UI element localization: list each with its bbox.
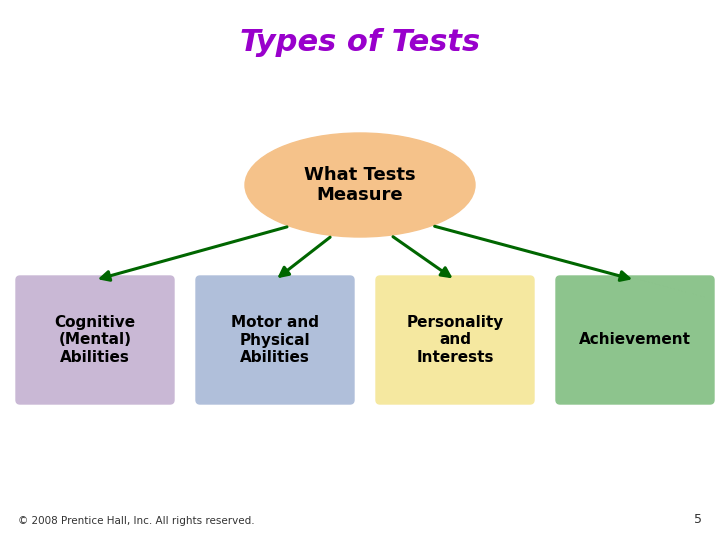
Text: © 2008 Prentice Hall, Inc. All rights reserved.: © 2008 Prentice Hall, Inc. All rights re… [18, 516, 255, 526]
FancyBboxPatch shape [196, 276, 354, 404]
Text: Types of Tests: Types of Tests [240, 28, 480, 57]
FancyBboxPatch shape [556, 276, 714, 404]
Text: What Tests
Measure: What Tests Measure [304, 166, 416, 205]
Ellipse shape [245, 133, 475, 237]
Text: Motor and
Physical
Abilities: Motor and Physical Abilities [231, 315, 319, 365]
Text: 5: 5 [694, 513, 702, 526]
FancyBboxPatch shape [16, 276, 174, 404]
Text: Cognitive
(Mental)
Abilities: Cognitive (Mental) Abilities [55, 315, 135, 365]
Text: Personality
and
Interests: Personality and Interests [406, 315, 503, 365]
Text: Achievement: Achievement [579, 333, 691, 348]
FancyBboxPatch shape [376, 276, 534, 404]
